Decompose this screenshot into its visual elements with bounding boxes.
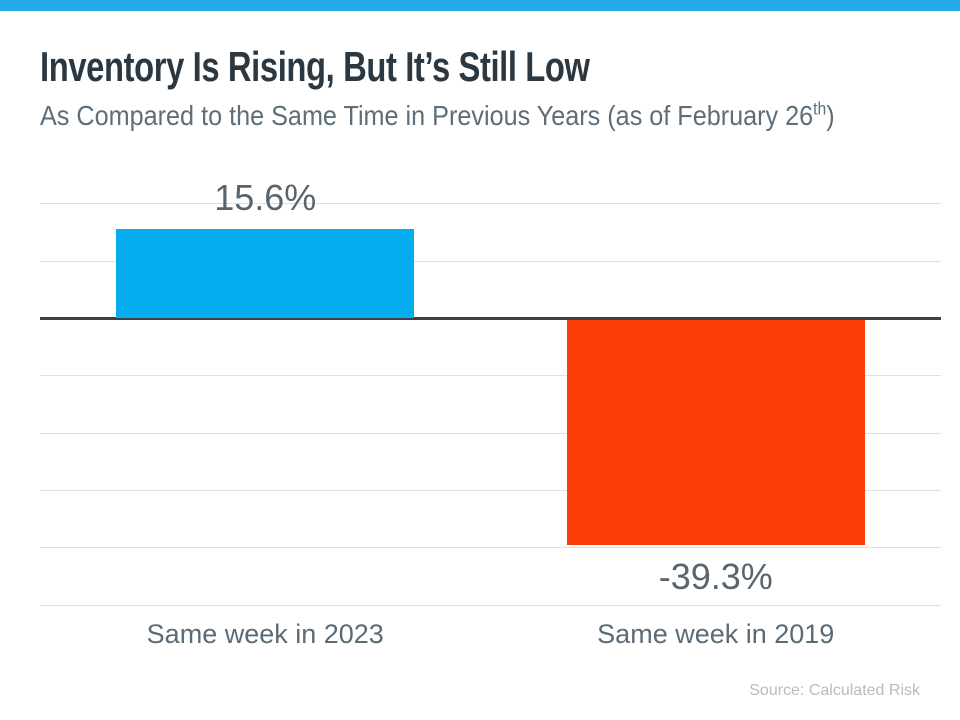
gridline [40,375,941,377]
subtitle-text: As Compared to the Same Time in Previous… [40,100,814,131]
value-label-same-week-in-2019: -39.3% [658,555,773,597]
gridline [40,260,941,262]
source-credit: Source: Calculated Risk [749,682,920,699]
brand-banner [0,0,960,11]
gridline [40,604,941,606]
value-label-same-week-in-2023: 15.6% [214,176,317,218]
gridline [40,547,941,549]
bar-same-week-in-2019 [566,319,865,545]
gridline [40,489,941,491]
gridline [40,432,941,434]
bar-same-week-in-2023 [116,228,415,318]
zero-axis-line [40,316,941,320]
page-subtitle: As Compared to the Same Time in Previous… [40,99,835,133]
category-label-same-week-in-2023: Same week in 2023 [146,619,384,649]
subtitle-close-paren: ) [826,100,835,131]
category-label-same-week-in-2019: Same week in 2019 [597,619,835,649]
gridline [40,203,941,205]
page-title: Inventory Is Rising, But It’s Still Low [40,43,590,90]
subtitle-superscript: th [813,98,827,119]
